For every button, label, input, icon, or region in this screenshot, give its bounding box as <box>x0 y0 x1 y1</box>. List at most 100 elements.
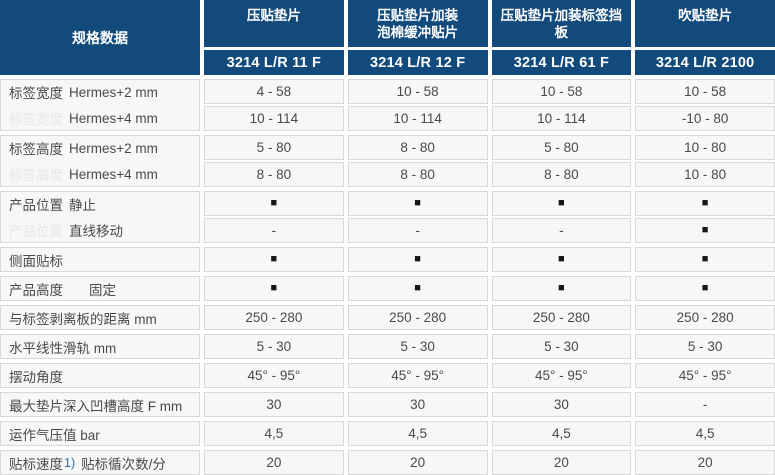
group-rows: 5 - 30 5 - 30 5 - 30 5 - 30 <box>204 334 775 359</box>
spec-value-cell: 5 - 30 <box>204 334 344 359</box>
spec-value: 4 - 58 <box>256 84 292 99</box>
spec-value-cell: 8 - 80 <box>347 162 488 187</box>
spec-value: 45° - 95° <box>678 368 732 383</box>
spec-value: 4,5 <box>551 426 571 441</box>
row-label-line: 最大垫片深入凹槽高度 F mm <box>9 393 199 416</box>
spec-value-cell: - <box>347 218 488 243</box>
spec-value-cell: 5 - 80 <box>204 135 344 160</box>
spec-value-cell: ■ <box>491 247 632 272</box>
row-label: 标签高度 Hermes+2 mm 标签高度 Hermes+4 mm <box>0 135 200 187</box>
spec-value: 5 - 80 <box>256 140 292 155</box>
spec-value: 250 - 280 <box>676 310 734 325</box>
column-header-3: 压贴垫片加装标签挡 板 3214 L/R 61 F <box>491 0 632 75</box>
table-row: 45° - 95° 45° - 95° 45° - 95° 45° - 95° <box>204 363 775 388</box>
row-label-line: 侧面贴标 <box>9 248 199 271</box>
row-label-line: 产品位置 直线移动 <box>9 218 199 242</box>
row-label-main: 贴标速度 <box>9 456 63 472</box>
spec-value: 8 - 80 <box>544 167 579 182</box>
spec-value: 20 <box>697 455 713 470</box>
spec-value-cell: 250 - 280 <box>635 305 775 330</box>
row-label-main: 水平线性滑轨 mm <box>9 340 117 356</box>
row-label-line: 标签宽度 Hermes+2 mm <box>9 80 199 104</box>
spec-value-cell: 4,5 <box>204 421 344 446</box>
row-label-main: 产品位置 <box>9 224 63 239</box>
spec-value: 30 <box>553 397 569 412</box>
spec-value: 45° - 95° <box>391 368 445 383</box>
table-row: 30 30 30 - <box>204 392 775 417</box>
group-rows: ■ ■ ■ ■ - - - ■ <box>204 191 775 243</box>
spec-value-cell: 10 - 114 <box>491 106 632 131</box>
spec-group: 最大垫片深入凹槽高度 F mm 30 30 30 - <box>0 392 775 417</box>
spec-value: 10 - 114 <box>249 111 299 126</box>
spec-value: 8 - 80 <box>256 167 292 182</box>
row-label-sub: Hermes+2 mm <box>69 84 158 100</box>
row-label-line: 标签宽度 Hermes+4 mm <box>9 106 199 130</box>
row-label-main: 摆动角度 <box>9 369 63 385</box>
row-label: 产品位置 静止 产品位置 直线移动 <box>0 191 200 243</box>
spec-value: - <box>415 223 420 238</box>
row-label-line: 水平线性滑轨 mm <box>9 335 199 358</box>
table-row: 250 - 280 250 - 280 250 - 280 250 - 280 <box>204 305 775 330</box>
spec-value-cell: ■ <box>635 218 775 243</box>
spec-value: 250 - 280 <box>245 310 303 325</box>
spec-value-cell: 20 <box>204 450 344 475</box>
spec-value: 8 - 80 <box>400 140 435 155</box>
spec-value-cell: - <box>635 392 775 417</box>
filled-square-mark: ■ <box>414 282 421 294</box>
spec-value-cell: 30 <box>491 392 632 417</box>
spec-value-cell: 4,5 <box>347 421 488 446</box>
filled-square-mark: ■ <box>558 197 565 209</box>
spec-value: 10 - 114 <box>537 111 586 126</box>
spec-value-cell: 8 - 80 <box>204 162 344 187</box>
row-label-line: 贴标速度 1) 贴标循次数/分 <box>9 451 199 474</box>
spec-value-cell: 250 - 280 <box>347 305 488 330</box>
row-label-sub: 固定 <box>89 282 116 298</box>
spec-value-cell: 30 <box>204 392 344 417</box>
row-label-line: 与标签剥离板的距离 mm <box>9 306 199 329</box>
group-rows: 20 20 20 20 <box>204 450 775 475</box>
table-row: 4 - 58 10 - 58 10 - 58 10 - 58 <box>204 79 775 104</box>
filled-square-mark: ■ <box>270 197 278 209</box>
filled-square-mark: ■ <box>270 282 278 294</box>
column-model-1: 3214 L/R 11 F <box>204 50 344 75</box>
spec-value: 4,5 <box>264 426 284 441</box>
spec-value-cell: ■ <box>491 276 632 301</box>
row-label: 摆动角度 <box>0 363 200 388</box>
corner-header-cell: 规格数据 <box>0 0 200 75</box>
table-row: 20 20 20 20 <box>204 450 775 475</box>
row-label-main: 产品位置 <box>9 198 63 213</box>
spec-value: 10 - 114 <box>393 111 442 126</box>
group-rows: 250 - 280 250 - 280 250 - 280 250 - 280 <box>204 305 775 330</box>
table-row: 4,5 4,5 4,5 4,5 <box>204 421 775 446</box>
row-label-main: 标签高度 <box>9 168 63 183</box>
spec-group: 贴标速度 1) 贴标循次数/分 20 20 20 20 <box>0 450 775 475</box>
spec-value: 5 - 30 <box>256 339 292 354</box>
spec-value-cell: 8 - 80 <box>491 162 632 187</box>
spec-group: 侧面贴标 ■ ■ ■ ■ <box>0 247 775 272</box>
row-label-main: 与标签剥离板的距离 mm <box>9 311 157 327</box>
column-model-3: 3214 L/R 61 F <box>491 50 632 75</box>
group-rows: 5 - 80 8 - 80 5 - 80 10 - 80 8 - 80 8 - 80 8 -… <box>204 135 775 187</box>
spec-value-cell: 45° - 95° <box>347 363 488 388</box>
spec-value-cell: 30 <box>347 392 488 417</box>
spec-value-cell: 250 - 280 <box>491 305 632 330</box>
spec-value: 10 - 58 <box>684 84 727 99</box>
row-label-sub: 直线移动 <box>69 224 123 239</box>
row-label-sub: 静止 <box>69 198 96 213</box>
row-label: 侧面贴标 <box>0 247 200 272</box>
row-label: 标签宽度 Hermes+2 mm 标签宽度 Hermes+4 mm <box>0 79 200 131</box>
row-label-sub: Hermes+4 mm <box>69 110 158 126</box>
row-label-main: 标签宽度 <box>9 112 63 127</box>
filled-square-mark: ■ <box>558 282 565 294</box>
row-label-main: 侧面贴标 <box>9 253 63 269</box>
row-label-main: 最大垫片深入凹槽高度 F mm <box>9 398 183 414</box>
spec-value-cell: ■ <box>635 276 775 301</box>
spec-value-cell: ■ <box>635 247 775 272</box>
spec-value: 30 <box>410 397 426 412</box>
spec-group: 标签宽度 Hermes+2 mm 标签宽度 Hermes+4 mm 4 - 58 10 -… <box>0 79 775 131</box>
table-row: ■ ■ ■ ■ <box>204 276 775 301</box>
filled-square-mark: ■ <box>270 253 278 265</box>
row-label-line: 产品位置 静止 <box>9 192 199 216</box>
spec-value-cell: 250 - 280 <box>204 305 344 330</box>
spec-value-cell: 10 - 114 <box>347 106 488 131</box>
